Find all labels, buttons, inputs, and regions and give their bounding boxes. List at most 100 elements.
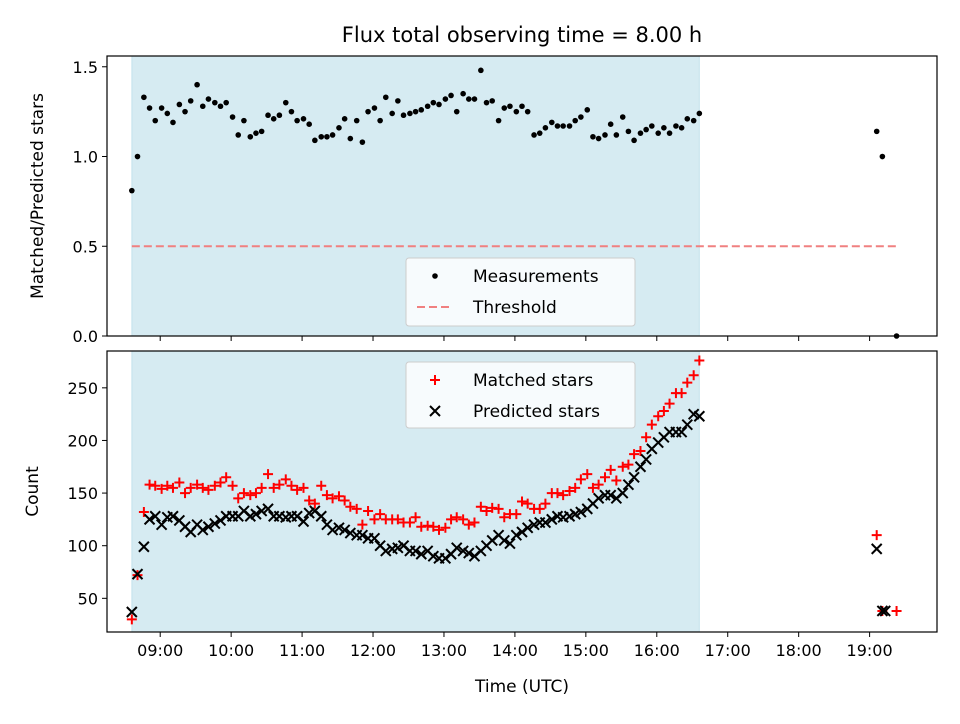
data-point — [655, 130, 662, 136]
data-point — [487, 502, 498, 513]
data-point — [315, 510, 327, 522]
legend-box — [405, 257, 636, 327]
data-point — [152, 117, 159, 124]
data-point — [649, 123, 655, 129]
data-point — [478, 67, 484, 74]
data-point — [653, 411, 664, 422]
data-point — [513, 108, 520, 115]
data-point — [158, 105, 165, 111]
data-point — [256, 482, 267, 493]
data-point — [174, 477, 185, 488]
x-tick-label: 11:00 — [279, 641, 325, 660]
y-axis-label: Matched/Predicted stars — [28, 93, 48, 299]
data-point — [167, 482, 178, 493]
data-point — [294, 117, 300, 124]
data-point — [696, 110, 703, 117]
data-point — [666, 130, 673, 136]
data-point — [640, 453, 652, 466]
data-point — [146, 105, 153, 111]
data-point — [324, 133, 330, 140]
x-tick-label: 18:00 — [776, 641, 822, 660]
data-point — [690, 117, 697, 124]
data-point — [879, 605, 891, 617]
data-point — [522, 498, 533, 509]
data-point — [134, 153, 141, 160]
data-point — [217, 103, 224, 110]
data-point — [675, 426, 688, 438]
data-point — [623, 459, 634, 470]
data-point — [245, 490, 256, 501]
data-point — [347, 135, 354, 142]
data-point — [870, 543, 883, 555]
data-point — [676, 388, 687, 399]
data-point — [144, 479, 155, 490]
data-point — [164, 110, 171, 117]
data-point — [274, 479, 285, 490]
legend-label: Matched stars — [473, 371, 593, 391]
data-point — [439, 552, 452, 565]
data-point — [607, 121, 614, 128]
data-point — [205, 96, 212, 102]
data-point — [368, 532, 381, 545]
data-point — [434, 524, 444, 535]
data-point — [481, 505, 492, 516]
data-point — [552, 488, 563, 499]
data-point — [297, 515, 310, 528]
data-point — [504, 537, 516, 550]
data-point — [329, 132, 336, 138]
x-tick-label: 13:00 — [421, 641, 467, 660]
data-point — [416, 521, 427, 532]
data-point — [871, 530, 882, 541]
data-point — [664, 398, 675, 409]
data-point — [304, 495, 315, 506]
data-point — [235, 132, 242, 138]
data-point — [129, 187, 135, 194]
data-point — [558, 490, 569, 501]
data-point — [215, 477, 226, 488]
data-point — [493, 503, 504, 514]
data-point — [380, 545, 392, 557]
data-point — [410, 512, 421, 523]
data-point — [250, 488, 261, 499]
data-point — [873, 128, 880, 135]
x-tick-label: 10:00 — [208, 641, 254, 660]
data-point — [182, 108, 188, 115]
data-point — [371, 105, 378, 111]
plot-frame — [106, 350, 938, 633]
data-point — [575, 506, 587, 518]
data-point — [131, 568, 144, 580]
data-point — [357, 519, 368, 530]
data-point — [209, 517, 221, 530]
data-point — [658, 405, 669, 416]
data-point — [570, 482, 581, 493]
data-point — [602, 132, 608, 138]
data-point — [524, 108, 531, 115]
data-point — [442, 96, 449, 102]
data-point — [382, 94, 389, 101]
x-tick-label: 16:00 — [634, 641, 680, 660]
data-point — [428, 521, 439, 532]
data-point — [600, 472, 610, 483]
data-point — [582, 469, 593, 480]
data-point — [511, 509, 522, 520]
y-tick-label: 0.0 — [73, 327, 98, 346]
series-measurements — [129, 67, 900, 339]
data-point — [300, 116, 307, 122]
y-tick-label: 1.0 — [73, 148, 98, 167]
data-point — [572, 117, 579, 124]
data-point — [611, 475, 622, 486]
data-point — [521, 522, 534, 534]
data-point — [138, 541, 150, 553]
legend-marker — [430, 375, 440, 385]
data-point — [554, 123, 561, 129]
data-point — [377, 117, 383, 124]
data-point — [560, 123, 566, 129]
legend-label: Threshold — [472, 298, 557, 318]
data-point — [460, 90, 466, 97]
data-point — [209, 480, 220, 491]
data-point — [430, 99, 437, 106]
data-point — [622, 478, 635, 491]
data-point — [150, 480, 161, 491]
data-point — [255, 505, 268, 517]
data-point — [415, 548, 427, 560]
